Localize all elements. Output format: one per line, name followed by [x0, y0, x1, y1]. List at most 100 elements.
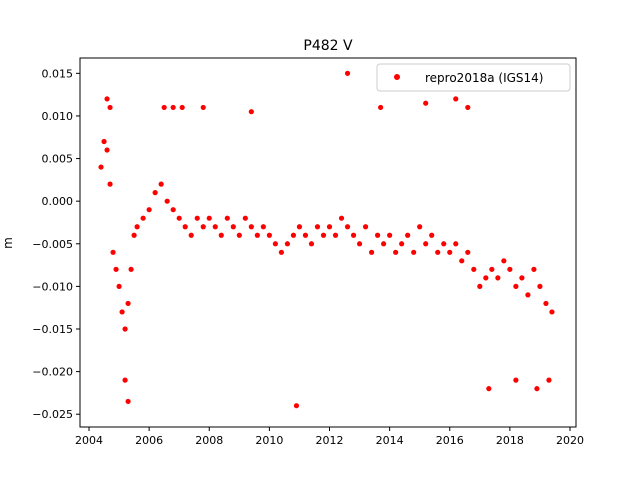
data-point — [350, 232, 357, 238]
data-point — [107, 104, 113, 111]
data-point — [116, 283, 122, 289]
data-point — [113, 266, 119, 272]
data-point — [513, 283, 519, 289]
data-point — [212, 224, 218, 230]
data-point — [477, 283, 483, 289]
data-point — [125, 398, 131, 405]
data-point — [399, 241, 405, 247]
data-point — [302, 232, 309, 238]
data-point — [368, 249, 375, 255]
data-point — [441, 241, 447, 247]
x-tick-label: 2012 — [316, 434, 344, 447]
data-point — [507, 266, 513, 272]
data-point — [206, 215, 212, 221]
data-point — [230, 224, 236, 230]
data-point — [293, 403, 300, 409]
legend-label: repro2018a (IGS14) — [425, 71, 543, 85]
data-point — [393, 249, 399, 255]
data-point — [501, 258, 507, 264]
data-point — [375, 232, 381, 238]
data-point — [519, 275, 525, 281]
y-tick-label: −0.015 — [32, 323, 73, 336]
data-point — [525, 292, 531, 298]
data-point — [140, 215, 146, 221]
data-point — [200, 104, 206, 111]
y-axis: 0.015 0.010 0.005 0.000 −0.005 −0.010 −0.015 −0… — [32, 67, 80, 421]
y-tick-label: −0.005 — [32, 238, 73, 251]
data-point — [158, 181, 164, 187]
x-tick-label: 2018 — [496, 434, 524, 447]
data-point — [546, 377, 552, 383]
data-point — [176, 215, 182, 221]
data-point — [435, 249, 441, 255]
data-point — [119, 309, 125, 315]
y-tick-label: 0.005 — [42, 153, 74, 166]
data-point — [104, 96, 110, 102]
data-point — [242, 215, 248, 221]
data-point — [447, 249, 453, 255]
legend-box — [376, 63, 571, 92]
data-point — [344, 70, 351, 76]
data-point — [471, 266, 477, 272]
data-point — [110, 249, 116, 255]
data-point — [161, 104, 167, 111]
x-tick-label: 2020 — [556, 434, 584, 447]
x-tick-label: 2004 — [75, 434, 103, 447]
data-point — [378, 104, 384, 111]
data-point — [534, 386, 540, 392]
y-tick-label: −0.025 — [32, 408, 73, 421]
data-point — [543, 300, 549, 307]
data-point — [417, 224, 423, 230]
data-points — [98, 70, 555, 409]
x-tick-label: 2008 — [195, 434, 223, 447]
data-point — [405, 232, 411, 238]
x-tick-label: 2010 — [255, 434, 283, 447]
data-point — [104, 147, 110, 153]
legend-marker — [394, 74, 400, 80]
data-point — [459, 258, 465, 264]
data-point — [254, 232, 260, 238]
x-tick-label: 2016 — [436, 434, 464, 447]
data-point — [179, 104, 185, 111]
data-point — [218, 232, 224, 238]
data-point — [170, 104, 176, 111]
chart-title: P482 V — [303, 38, 353, 54]
data-point — [332, 232, 339, 238]
data-point — [200, 224, 206, 230]
data-point — [465, 104, 471, 111]
data-point — [188, 232, 194, 238]
data-point — [314, 224, 321, 230]
data-point — [122, 326, 128, 332]
data-point — [134, 224, 140, 230]
data-point — [224, 215, 230, 221]
y-tick-label: 0.000 — [42, 195, 74, 208]
y-tick-label: −0.020 — [32, 366, 73, 379]
data-point — [489, 266, 495, 272]
data-point — [531, 266, 537, 272]
data-point — [549, 309, 555, 315]
data-point — [320, 232, 327, 238]
legend: repro2018a (IGS14) — [376, 63, 571, 92]
data-point — [284, 241, 291, 247]
data-point — [260, 224, 266, 230]
data-point — [495, 275, 501, 281]
data-point — [101, 138, 107, 145]
data-point — [429, 232, 435, 238]
y-tick-label: −0.010 — [32, 280, 73, 293]
data-point — [152, 190, 158, 196]
data-point — [248, 224, 254, 230]
data-point — [131, 232, 137, 238]
data-point — [170, 207, 176, 213]
data-point — [98, 164, 104, 170]
data-point — [308, 241, 315, 247]
data-point — [453, 96, 459, 102]
data-point — [128, 266, 134, 272]
data-point — [125, 300, 131, 307]
data-point — [194, 215, 200, 221]
data-point — [266, 232, 272, 238]
data-point — [362, 224, 369, 230]
x-tick-label: 2006 — [135, 434, 163, 447]
data-point — [107, 181, 113, 187]
data-point — [290, 232, 297, 238]
